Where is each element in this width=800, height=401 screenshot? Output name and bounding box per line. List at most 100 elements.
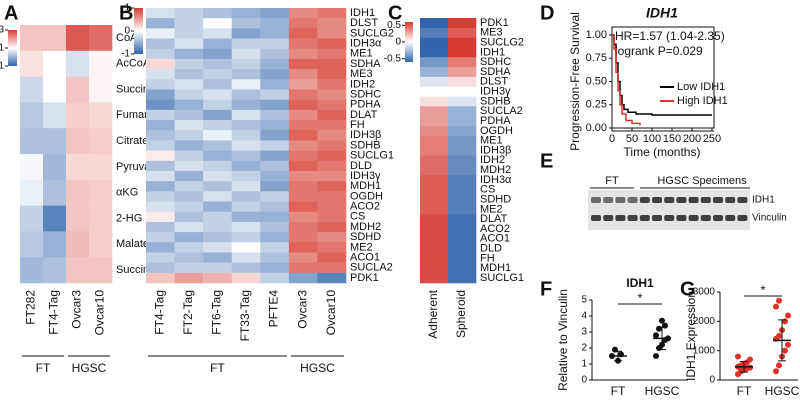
heatmap-cell — [203, 38, 233, 50]
heatmap-cell — [231, 211, 261, 223]
heatmap-cell — [174, 191, 204, 202]
heatmap-cell — [89, 76, 113, 103]
colorbar-tick-label: -1 — [121, 49, 130, 60]
column-label: Adherent — [426, 289, 440, 338]
blot-band — [639, 215, 650, 221]
heatmap-cell — [317, 130, 347, 141]
heatmap-cell — [231, 8, 261, 19]
blot-band — [700, 197, 711, 203]
heatmap-cell — [43, 76, 67, 103]
data-point — [659, 317, 665, 324]
heatmap-cell — [66, 50, 90, 77]
row-label: MDH2 — [480, 164, 511, 176]
heatmap-cell — [260, 262, 290, 274]
column-label: FT2-Tag — [181, 290, 195, 335]
blot-band — [652, 197, 662, 203]
heatmap-cell — [317, 201, 347, 213]
blot-band — [603, 197, 614, 203]
heatmap-cell — [231, 160, 261, 172]
column-label: Ovcar10 — [324, 290, 338, 336]
blot-band — [725, 197, 736, 203]
heatmap-cell — [420, 184, 449, 195]
heatmap-cell — [89, 179, 113, 206]
row-label: ACO1 — [350, 251, 380, 263]
heatmap-cell — [231, 69, 261, 80]
y-tick-label: 3 — [581, 327, 587, 338]
y-axis-label: Relative to Vinculin — [556, 289, 570, 391]
plot-title: IDH1 — [646, 5, 678, 21]
row-label: ME3 — [480, 27, 503, 39]
row-label: IDH3β — [350, 129, 381, 141]
heatmap-cell — [146, 109, 175, 121]
group-label: FT — [36, 361, 51, 375]
heatmap-cell — [317, 160, 347, 172]
heatmap-cell — [420, 125, 449, 137]
heatmap-cell — [288, 38, 318, 50]
significance-label: * — [760, 282, 765, 297]
heatmap-cell — [20, 179, 44, 206]
colorbar — [134, 8, 143, 54]
heatmap-cell — [288, 120, 318, 131]
row-label: SDHC — [350, 88, 381, 100]
data-point — [782, 318, 788, 325]
heatmap-cell — [203, 201, 233, 213]
heatmap-cell — [288, 160, 318, 172]
row-label: ME1 — [350, 48, 373, 60]
heatmap-cell — [66, 257, 90, 284]
heatmap-cell — [288, 8, 318, 19]
heatmap-cell — [448, 184, 477, 195]
data-point — [776, 297, 782, 304]
row-label: PDK1 — [350, 272, 379, 284]
heatmap-cell — [89, 102, 113, 129]
heatmap-cell — [260, 140, 290, 151]
heatmap-cell — [448, 57, 477, 68]
row-label: SUCLG2 — [350, 27, 394, 39]
heatmap-cell — [448, 165, 477, 176]
column-label: FT33-Tag — [238, 290, 252, 341]
heatmap-cell — [146, 69, 175, 80]
heatmap-cell — [203, 18, 233, 29]
heatmap-cell — [288, 272, 318, 284]
blot-band — [603, 215, 614, 221]
heatmap-cell — [43, 50, 67, 77]
heatmap-cell — [203, 48, 233, 60]
error-bar — [740, 361, 748, 373]
panel-label: C — [388, 2, 402, 24]
heatmap-cell — [317, 69, 347, 80]
x-axis-label: Time (months) — [624, 145, 701, 159]
x-tick-label: HGSC — [765, 384, 800, 398]
row-label: Malate — [116, 238, 149, 250]
heatmap-cell — [174, 79, 204, 90]
heatmap-cell — [231, 130, 261, 141]
heatmap-cell — [231, 89, 261, 100]
row-label: DLD — [350, 160, 372, 172]
heatmap-cell — [203, 262, 233, 274]
heatmap-cell — [66, 179, 90, 206]
heatmap-cell — [317, 79, 347, 90]
heatmap-cell — [146, 150, 175, 162]
data-point — [656, 325, 662, 332]
row-label: ME2 — [480, 203, 503, 215]
panel-label: D — [540, 2, 554, 24]
row-label: IDH2 — [480, 154, 505, 166]
heatmap-cell — [260, 242, 290, 253]
heatmap-cell — [20, 25, 44, 52]
colorbar-tick-label: 0 — [395, 37, 401, 48]
heatmap-cell — [448, 76, 477, 88]
heatmap-cell — [448, 194, 477, 205]
heatmap-cell — [174, 120, 204, 131]
heatmap-cell — [43, 179, 67, 206]
x-tick-label: 250 — [703, 133, 721, 145]
colorbar — [8, 30, 17, 66]
heatmap-cell — [420, 76, 449, 88]
plot-title: IDH1 — [626, 276, 654, 290]
y-tick-label: 0.50 — [586, 75, 607, 87]
data-point — [782, 347, 788, 354]
heatmap-cell — [203, 8, 233, 19]
heatmap-cell — [231, 79, 261, 90]
heatmap-cell — [231, 140, 261, 151]
heatmap-cell — [231, 120, 261, 131]
column-label: Spheroid — [454, 290, 468, 338]
y-tick-label: 4 — [581, 311, 587, 322]
blot-band — [737, 197, 748, 203]
